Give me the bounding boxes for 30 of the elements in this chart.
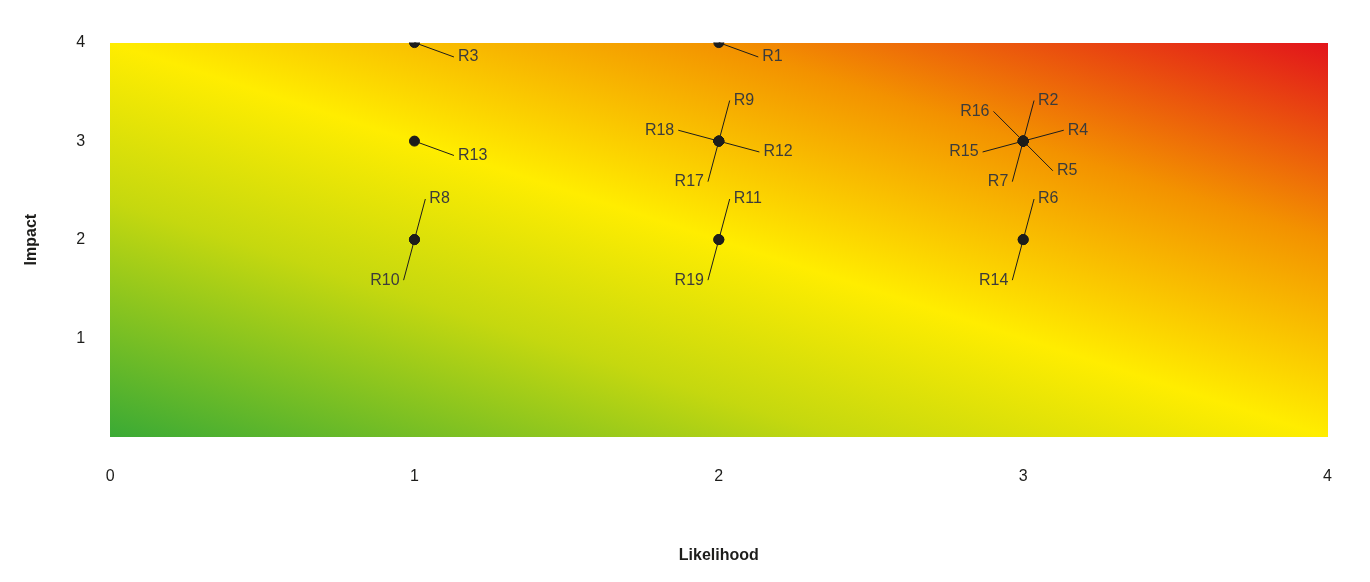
annotation: R8 [429, 189, 450, 207]
annotation: R12 [763, 142, 793, 160]
x-tick-label: 3 [1018, 466, 1028, 484]
annotation: R18 [644, 120, 675, 138]
x-tick-label: 4 [1323, 466, 1333, 484]
y-tick-label: 4 [76, 33, 86, 51]
y-tick-label: 1 [76, 328, 86, 346]
annotation: R4 [1067, 120, 1089, 138]
annotation: R16 [960, 101, 990, 119]
annotation: R14 [978, 270, 1009, 288]
annotation: R19 [674, 270, 705, 288]
x-axis-title: Likelihood [678, 545, 759, 563]
y-tick-label: 2 [76, 230, 86, 248]
annotation: R6 [1038, 189, 1059, 207]
annotation: R15 [949, 142, 979, 160]
annotation: R10 [370, 270, 400, 288]
annotation: R1 [762, 47, 783, 65]
annotation: R7 [987, 172, 1009, 190]
annotation: R2 [1038, 90, 1059, 108]
annotation: R9 [733, 90, 755, 108]
x-tick-label: 0 [105, 466, 115, 484]
x-tick-label: 1 [410, 466, 420, 484]
annotation: R13 [457, 145, 488, 163]
x-tick-label: 2 [714, 466, 724, 484]
y-axis-title: Impact [22, 213, 40, 266]
annotation: R3 [457, 47, 479, 65]
annotation: R17 [674, 172, 705, 190]
annotation: R5 [1056, 161, 1078, 179]
y-tick-label: 3 [76, 131, 86, 149]
annotation: R11 [733, 189, 762, 207]
